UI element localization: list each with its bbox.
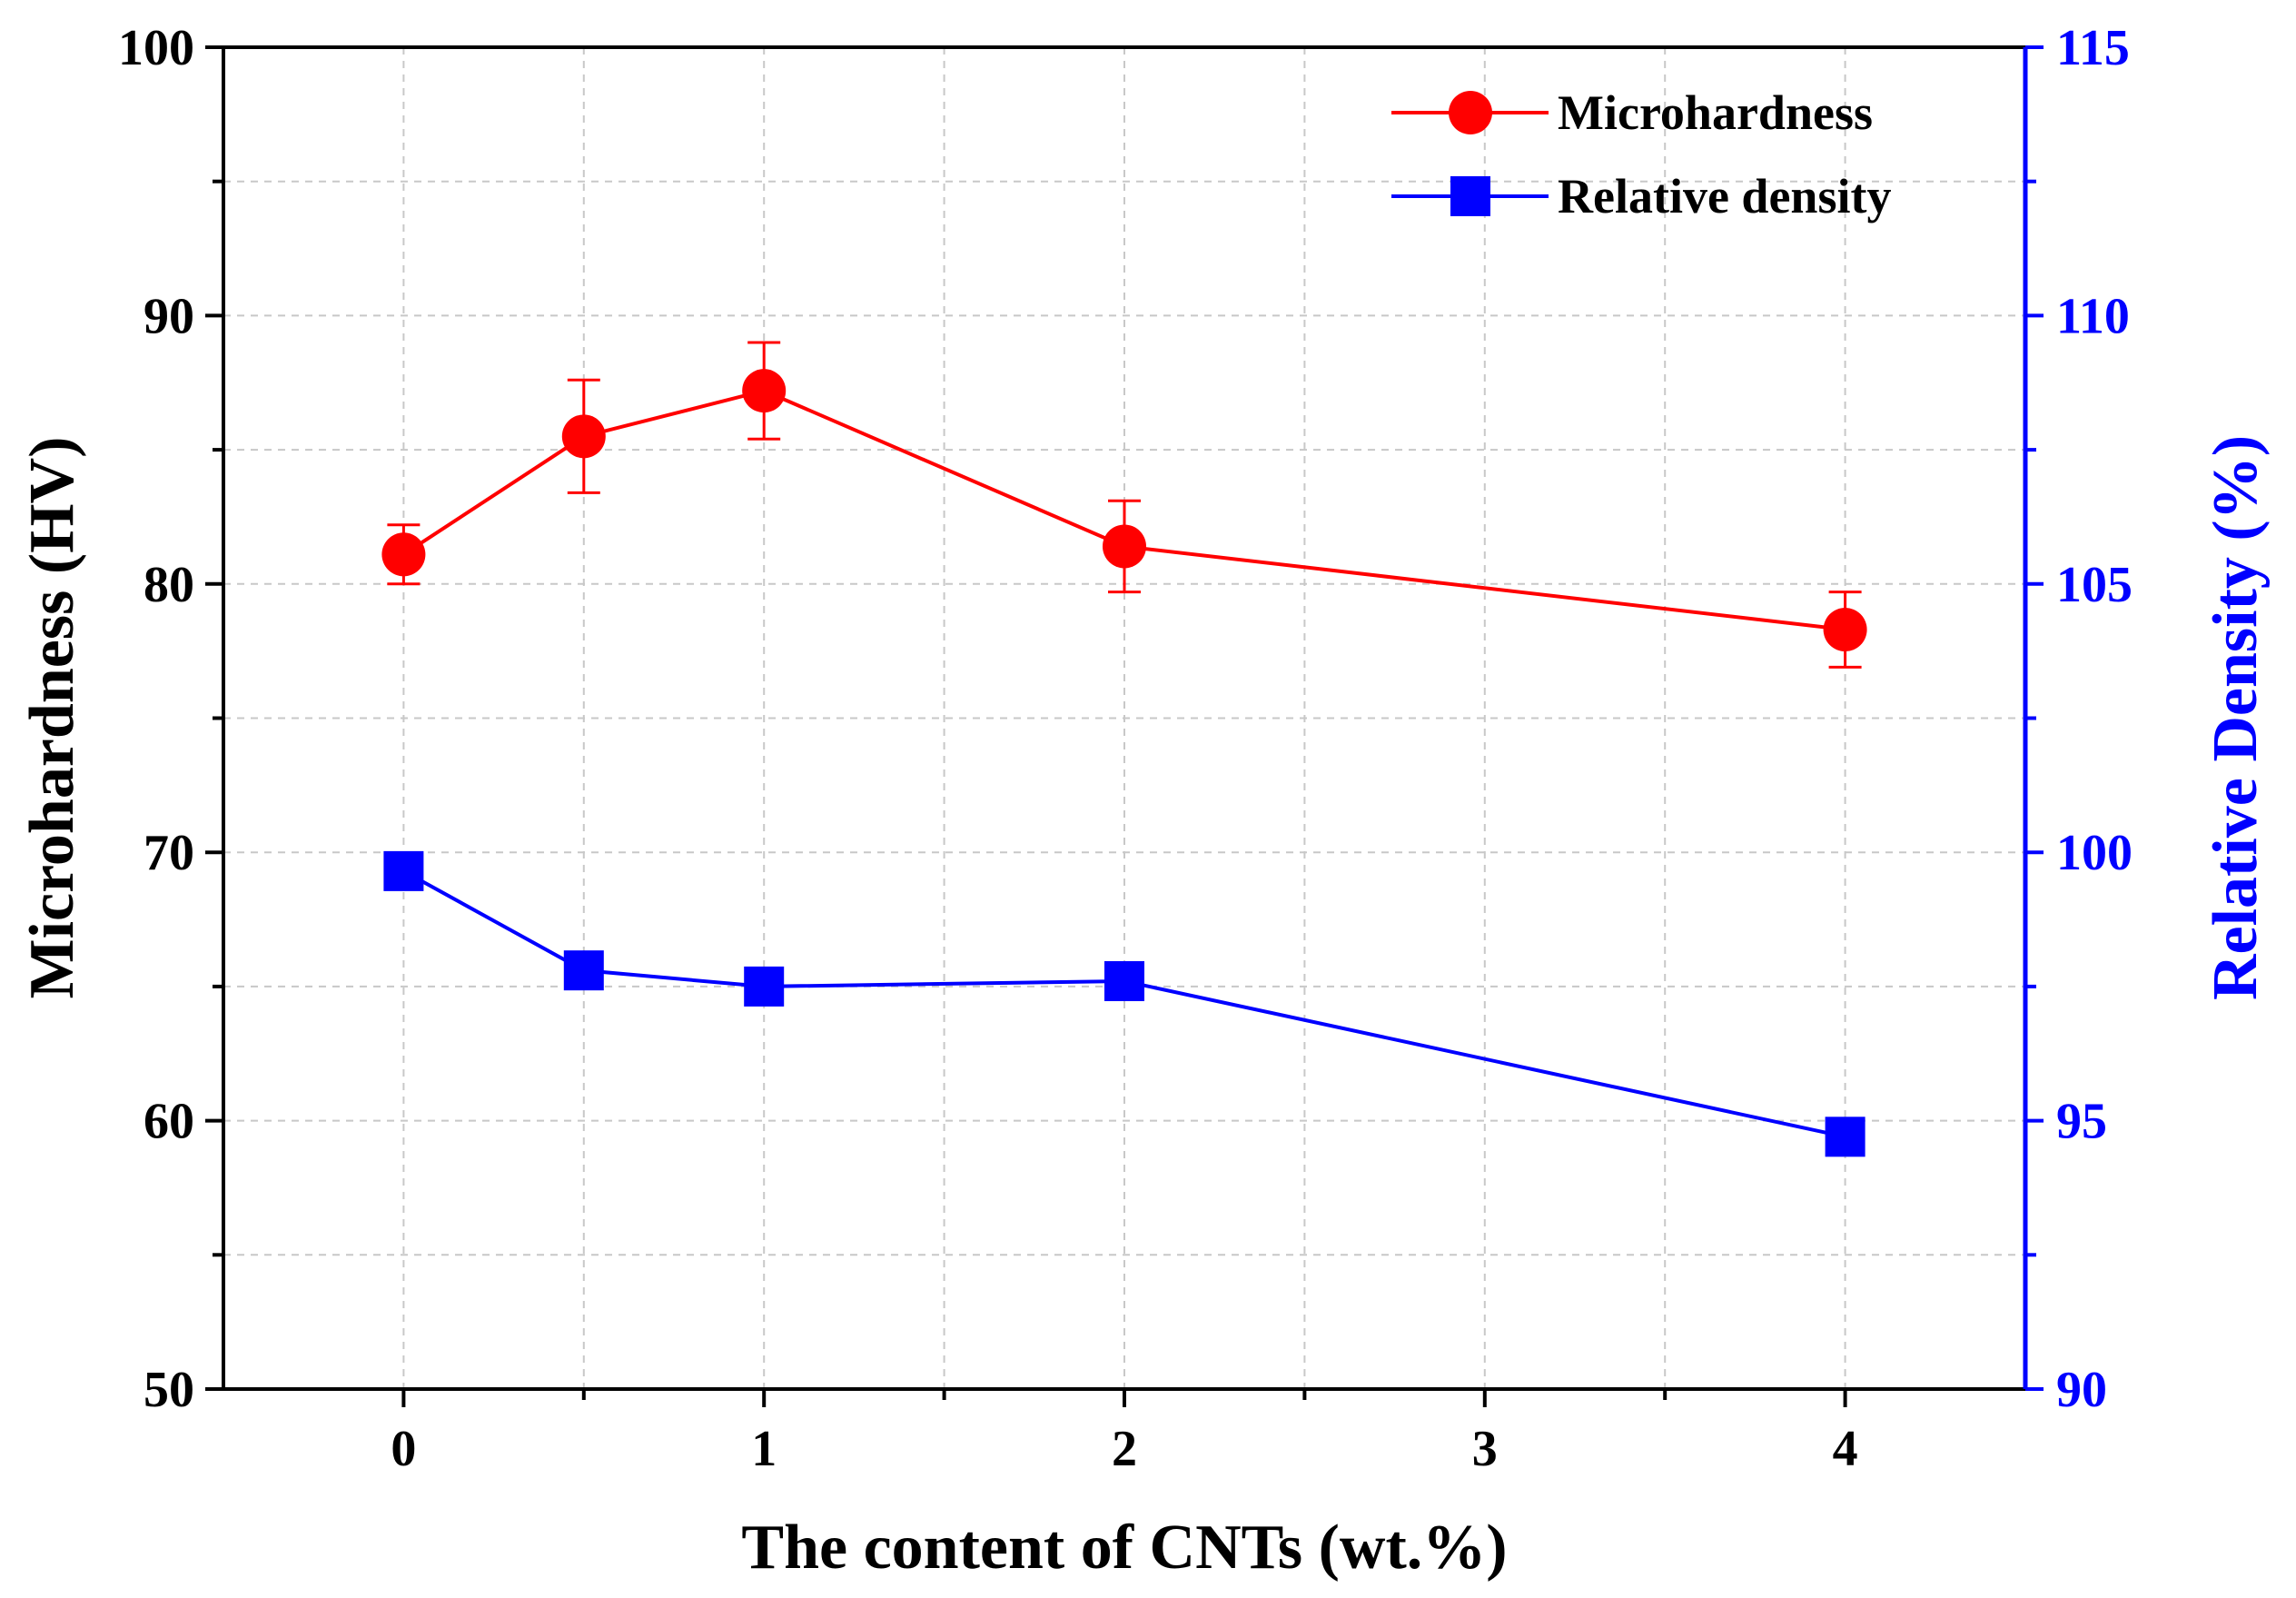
y-right-tick-label: 100 (2056, 825, 2133, 881)
data-point-microhardness (742, 369, 787, 413)
data-point-microhardness (561, 414, 606, 459)
y-left-tick-label: 90 (144, 288, 194, 344)
legend-label-microhardness: Microhardness (1558, 85, 1873, 140)
series (381, 341, 1867, 1157)
x-tick-label: 3 (1472, 1421, 1498, 1477)
data-point-microhardness (1103, 524, 1146, 569)
data-point-microhardness (1823, 608, 1867, 652)
y-right-tick-label: 115 (2056, 20, 2130, 76)
data-point-relative-density (563, 950, 604, 991)
y-right-tick-label: 110 (2056, 288, 2130, 344)
legend-marker-microhardness (1449, 91, 1492, 134)
data-point-relative-density (744, 966, 785, 1007)
x-tick-label: 1 (751, 1421, 777, 1477)
y-left-tick-label: 60 (144, 1094, 194, 1150)
legend-marker-relative-density (1450, 176, 1490, 216)
legend: Microhardness Relative density (1391, 85, 1891, 223)
grid (223, 47, 2025, 1389)
x-axis-title: The content of CNTs (wt.%) (741, 1513, 1507, 1583)
y-left-tick-label: 70 (144, 825, 194, 881)
y-left-tick-label: 50 (144, 1362, 194, 1418)
x-tick-label: 2 (1112, 1421, 1137, 1477)
data-point-relative-density (383, 850, 424, 891)
y-right-tick-label: 90 (2056, 1362, 2107, 1418)
data-point-relative-density (1104, 960, 1144, 1001)
y-left-axis-title: Microhardness (HV) (17, 437, 87, 999)
x-tick-label: 0 (391, 1421, 416, 1477)
y-left-tick-label: 100 (118, 20, 194, 76)
x-tick-label: 4 (1833, 1421, 1858, 1477)
y-right-tick-label: 105 (2056, 557, 2133, 613)
data-point-relative-density (1825, 1117, 1866, 1157)
y-left-tick-label: 80 (144, 557, 194, 613)
data-point-microhardness (381, 532, 426, 577)
axis-ticks: 0 1 2 3 4 50 60 70 80 90 100 90 95 100 105 110 115 (118, 20, 2133, 1477)
legend-label-relative-density: Relative density (1558, 169, 1891, 223)
y-right-axis-title: Relative Density (%) (2201, 435, 2271, 1000)
y-right-tick-label: 95 (2056, 1094, 2107, 1150)
